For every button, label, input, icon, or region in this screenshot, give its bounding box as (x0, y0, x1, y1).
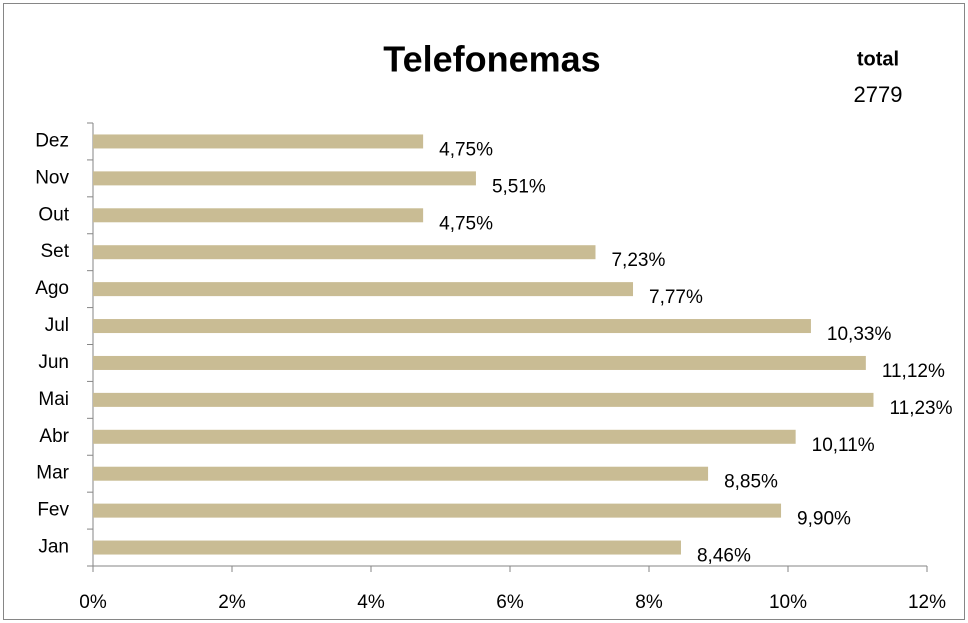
value-label: 4,75% (439, 139, 493, 160)
x-tick-label: 8% (635, 592, 663, 613)
chart-title: Telefonemas (383, 39, 600, 80)
value-label: 11,23% (889, 398, 952, 419)
x-tick-label: 12% (908, 592, 946, 613)
value-label: 10,11% (812, 435, 875, 456)
y-tick-label: Mar (36, 463, 69, 484)
y-tick-label: Jul (45, 315, 69, 336)
y-tick-label: Nov (35, 167, 69, 188)
y-tick-label: Out (38, 204, 69, 225)
x-tick-label: 4% (357, 592, 385, 613)
value-label: 11,12% (882, 361, 945, 382)
y-tick-label: Mai (38, 389, 69, 410)
y-tick-label: Set (40, 241, 69, 262)
bar (93, 503, 782, 518)
y-tick-label: Dez (35, 130, 69, 151)
bar (93, 134, 424, 149)
y-tick-label: Fev (37, 500, 69, 521)
bar (93, 208, 424, 223)
value-label: 7,23% (611, 250, 665, 271)
y-tick-label: Jan (38, 537, 69, 558)
bar (93, 282, 634, 297)
y-tick-label: Jun (38, 352, 69, 373)
bar (93, 392, 874, 407)
y-tick-label: Ago (35, 278, 69, 299)
x-tick-label: 2% (218, 592, 246, 613)
bar (93, 171, 476, 186)
x-tick-label: 0% (79, 592, 107, 613)
value-label: 7,77% (649, 287, 703, 308)
x-tick-label: 10% (769, 592, 807, 613)
bar (93, 245, 596, 260)
value-label: 9,90% (797, 509, 851, 530)
y-tick-label: Abr (39, 426, 69, 447)
value-label: 8,85% (724, 472, 778, 493)
bar (93, 466, 709, 481)
x-tick-label: 6% (496, 592, 524, 613)
value-label: 10,33% (827, 324, 892, 345)
bar (93, 355, 866, 370)
bar (93, 540, 681, 555)
value-label: 5,51% (492, 176, 546, 197)
bar (93, 319, 811, 334)
bar (93, 429, 796, 444)
total-value: 2779 (854, 82, 903, 107)
total-label: total (857, 48, 899, 70)
value-label: 8,46% (697, 546, 751, 567)
value-label: 4,75% (439, 213, 493, 234)
